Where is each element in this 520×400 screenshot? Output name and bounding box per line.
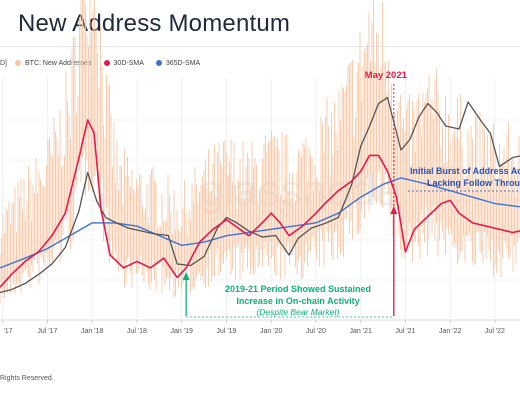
series-365d-sma-line	[0, 177, 520, 269]
x-axis-ticks: '17 Jul '17 Jan '18 Jul '18 Jan '19 Jul '19 Ja…	[2, 320, 505, 335]
legend-item-365d-sma[interactable]: 365D-SMA	[155, 59, 201, 67]
green-annotation-line-2: Increase in On-chain Activity	[236, 296, 359, 306]
legend-label-new-addresses: BTC: New Addresses	[25, 59, 92, 67]
tick-label: Jan '18	[81, 328, 103, 335]
legend-item-30d-sma[interactable]: 30D-SMA	[103, 59, 144, 67]
tick-label: Jan '20	[260, 328, 282, 335]
tick-label: Jan '19	[171, 328, 193, 335]
tick-label: Jan '21	[350, 328, 372, 335]
chart-title: New Address Momentum	[18, 10, 291, 37]
may-2021-label: May 2021	[365, 70, 408, 81]
tick-label: Jul '22	[485, 328, 505, 335]
title-divider	[0, 46, 520, 47]
legend-price-fragment: D]	[0, 59, 7, 67]
legend: D] BTC: New Addresses 30D-SMA 365D-SMA	[0, 56, 212, 70]
tick-label: Jul '18	[127, 328, 147, 335]
legend-label-30d-sma: 30D-SMA	[113, 59, 144, 67]
series-30d-sma-line	[0, 119, 520, 288]
tick-label: Jul '17	[37, 328, 57, 335]
blue-annotation-line-1: Initial Burst of Address Acti	[410, 166, 520, 176]
new-addresses-spikes	[0, 0, 520, 305]
footer-copyright: Rights Reserved.	[0, 375, 54, 382]
tick-label: Jan '22	[439, 328, 461, 335]
legend-dot-30d-sma	[103, 60, 110, 66]
tick-label: Jul '20	[306, 328, 326, 335]
annotations: May 2021 Initial Burst of Address Acti L…	[182, 70, 520, 318]
series-price-line	[0, 96, 520, 294]
green-annotation-line-3: (Despite Bear Market)	[256, 307, 339, 317]
legend-item-new-addresses[interactable]: BTC: New Addresses	[15, 60, 92, 67]
may-2021-arrowhead	[390, 206, 398, 214]
tick-label: Jul '19	[216, 328, 236, 335]
green-annotation-line-1: 2019-21 Period Showed Sustained	[225, 284, 371, 294]
legend-label-365d-sma: 365D-SMA	[165, 59, 201, 67]
blue-annotation-line-2: Lacking Follow Through	[427, 178, 520, 188]
series-lines	[0, 96, 520, 294]
green-arrowhead	[182, 272, 190, 280]
legend-dot-365d-sma	[155, 60, 162, 66]
tick-label: Jul '21	[395, 328, 415, 335]
tick-label: '17	[3, 328, 12, 335]
legend-dot-new-addresses	[15, 60, 21, 66]
